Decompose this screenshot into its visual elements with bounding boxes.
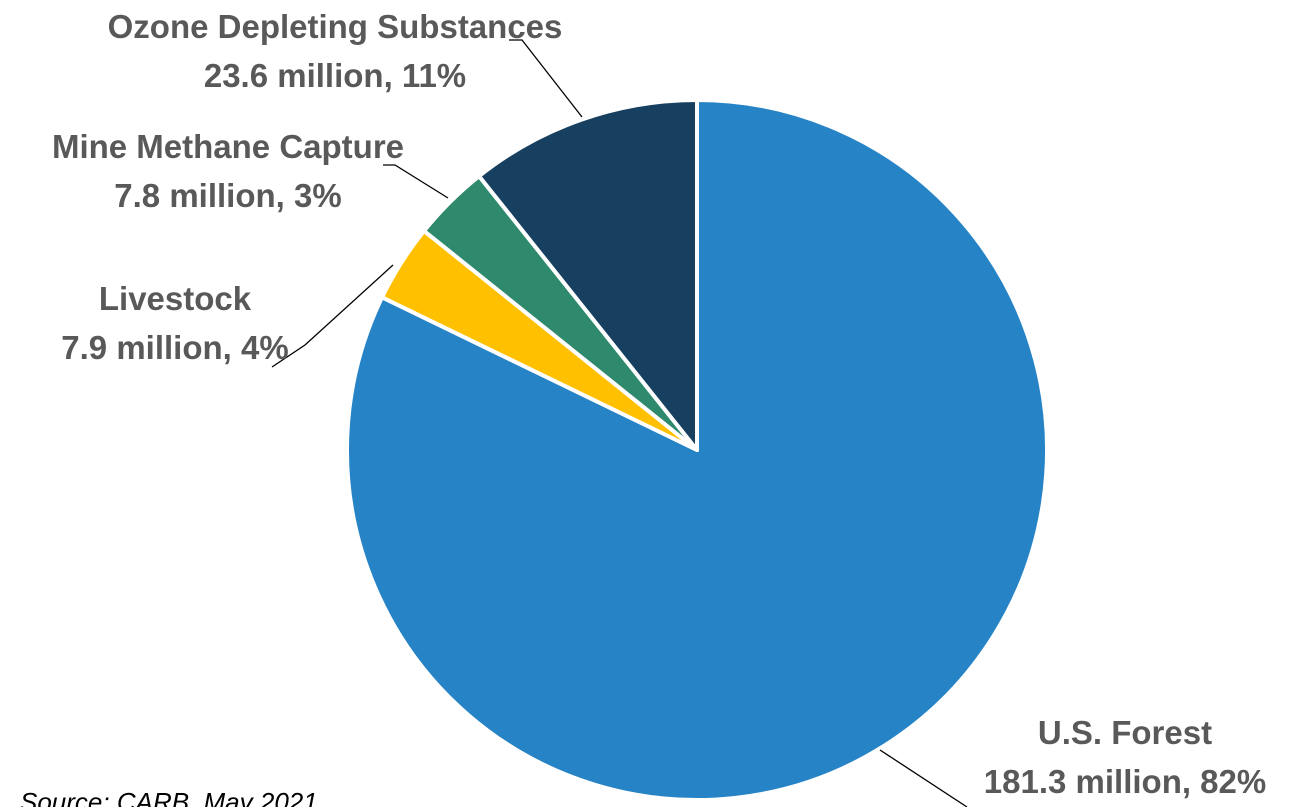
leader-line-ozone-depleting-substances <box>509 39 583 118</box>
slice-value-label-livestock: 7.9 million, 4% <box>61 329 288 366</box>
slice-label-mine-methane-capture: Mine Methane Capture <box>52 128 404 165</box>
pie-slice-ozone-depleting-substances <box>477 98 699 452</box>
leader-line-livestock <box>271 264 394 368</box>
slice-label-u-s-forest: U.S. Forest <box>1038 714 1212 751</box>
pie-slices <box>345 98 1049 802</box>
leader-line-mine-methane-capture <box>383 164 449 199</box>
slice-labels: U.S. Forest 181.3 million, 82% Livestock 7.… <box>52 8 1266 800</box>
slice-label-livestock: Livestock <box>99 280 252 317</box>
slice-label-ozone-depleting-substances: Ozone Depleting Substances <box>108 8 563 45</box>
slice-value-label-u-s-forest: 181.3 million, 82% <box>984 763 1266 800</box>
leader-line-u-s-forest <box>879 749 968 808</box>
slice-value-label-mine-methane-capture: 7.8 million, 3% <box>114 177 341 214</box>
source-note: Source: CARB, May 2021 <box>20 787 318 807</box>
slice-value-label-ozone-depleting-substances: 23.6 million, 11% <box>204 57 466 94</box>
leader-lines <box>271 39 968 808</box>
pie-slice-u-s-forest <box>345 98 1049 802</box>
